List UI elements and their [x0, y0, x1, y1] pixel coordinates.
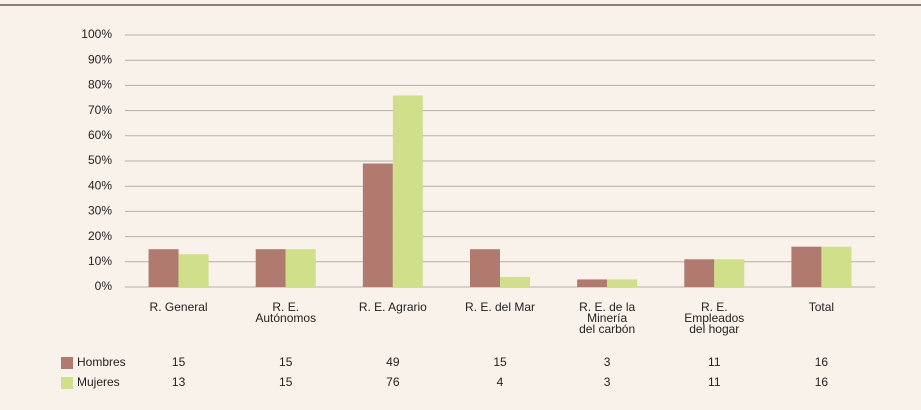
- table-value: 15: [279, 355, 293, 369]
- bar: [392, 95, 423, 287]
- y-tick-label: 0%: [95, 279, 113, 293]
- x-tick-label: R. E. de la Minería del carbón: [579, 300, 635, 336]
- table-value: 49: [386, 355, 400, 369]
- y-tick-label: 30%: [88, 204, 112, 218]
- x-tick-label: R. E. Empleados del hogar: [684, 300, 744, 336]
- legend-swatch: [61, 377, 73, 389]
- y-tick-label: 20%: [88, 229, 112, 243]
- table-value: 4: [497, 375, 504, 389]
- table-value: 76: [386, 375, 400, 389]
- table-value: 11: [708, 355, 721, 369]
- table-value: 15: [279, 375, 293, 389]
- table-value: 15: [172, 355, 186, 369]
- bar: [148, 249, 179, 287]
- bar: [178, 254, 209, 287]
- y-tick-label: 10%: [88, 254, 112, 268]
- table-value: 3: [604, 355, 611, 369]
- bar: [714, 259, 745, 287]
- x-tick-label: R. General: [150, 300, 208, 314]
- bar: [791, 246, 822, 287]
- x-tick-label: Total: [809, 300, 834, 314]
- bar: [684, 259, 715, 287]
- bar: [821, 246, 852, 287]
- y-tick-label: 70%: [88, 103, 112, 117]
- legend-swatch: [61, 357, 73, 369]
- x-tick-label: R. E. Agrario: [359, 300, 427, 314]
- bar: [607, 279, 638, 287]
- bar: [255, 249, 286, 287]
- y-tick-label: 60%: [88, 128, 112, 142]
- table-value: 13: [172, 375, 186, 389]
- table-value: 16: [815, 375, 829, 389]
- y-tick-label: 40%: [88, 178, 112, 192]
- y-tick-label: 90%: [88, 52, 112, 66]
- bar: [362, 163, 393, 287]
- x-tick-label: R. E. Autónomos: [255, 300, 316, 325]
- x-tick-label: R. E. del Mar: [465, 300, 535, 314]
- table-value: 15: [493, 355, 507, 369]
- table-value: 11: [708, 375, 721, 389]
- legend-label: Hombres: [77, 355, 126, 369]
- bar: [470, 249, 500, 287]
- table-value: 16: [815, 355, 829, 369]
- legend-label: Mujeres: [77, 375, 120, 389]
- y-tick-label: 100%: [81, 27, 112, 41]
- bar: [500, 276, 530, 287]
- bar: [577, 279, 608, 287]
- table-value: 3: [604, 375, 611, 389]
- bar: [285, 249, 316, 287]
- y-tick-label: 50%: [88, 153, 112, 167]
- y-tick-label: 80%: [88, 78, 112, 92]
